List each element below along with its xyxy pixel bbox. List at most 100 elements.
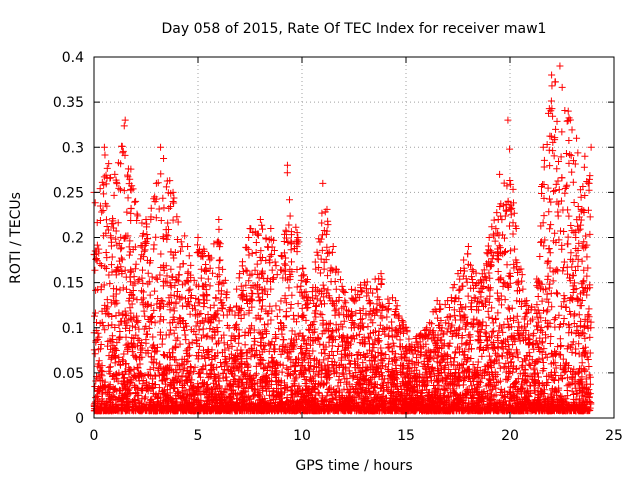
data-point [455, 286, 463, 294]
data-point [332, 305, 340, 313]
data-point [267, 285, 275, 293]
data-point [582, 375, 590, 383]
data-point [165, 204, 173, 212]
data-point [134, 385, 142, 393]
data-point [580, 287, 588, 295]
data-point [536, 253, 544, 261]
data-point [297, 345, 305, 353]
data-point [334, 343, 342, 351]
data-point [584, 179, 592, 187]
data-point [464, 292, 472, 300]
data-point [560, 298, 568, 306]
data-point [226, 354, 234, 362]
data-point [526, 361, 534, 369]
data-point [464, 250, 472, 258]
data-point [100, 190, 108, 198]
data-point [469, 361, 477, 369]
data-point [356, 293, 364, 301]
data-point [326, 319, 334, 327]
data-point [546, 249, 554, 257]
data-point [552, 371, 560, 379]
data-point [341, 297, 349, 305]
data-point [156, 271, 164, 279]
data-point [578, 257, 586, 265]
data-point [91, 199, 99, 207]
data-point [162, 183, 170, 191]
data-point [498, 301, 506, 309]
data-point [157, 170, 165, 178]
data-point [327, 384, 335, 392]
data-point [127, 204, 135, 212]
data-point [530, 364, 538, 372]
data-point [568, 126, 576, 134]
data-point [91, 309, 99, 317]
data-point [553, 117, 561, 125]
data-point [324, 272, 332, 280]
data-point [547, 289, 555, 297]
data-point [551, 229, 559, 237]
data-point [558, 241, 566, 249]
data-point [292, 223, 300, 231]
data-point [185, 340, 193, 348]
data-point [297, 282, 305, 290]
data-point [169, 216, 177, 224]
data-point [175, 362, 183, 370]
data-point [114, 219, 122, 227]
data-point [245, 251, 253, 259]
data-point [102, 249, 110, 257]
data-point [102, 265, 110, 273]
data-point [233, 346, 241, 354]
data-point [139, 230, 147, 238]
data-point [502, 248, 510, 256]
data-point [133, 217, 141, 225]
data-point [556, 335, 564, 343]
data-point [505, 305, 513, 313]
data-point [373, 286, 381, 294]
data-point [485, 313, 493, 321]
data-point [215, 264, 223, 272]
data-point [185, 252, 193, 260]
data-point [468, 266, 476, 274]
data-point [251, 372, 259, 380]
data-point [324, 221, 332, 229]
data-point [371, 275, 379, 283]
data-point [300, 355, 308, 363]
data-point [557, 197, 565, 205]
data-point [549, 187, 557, 195]
data-point [551, 134, 559, 142]
data-point [328, 342, 336, 350]
data-point [248, 249, 256, 257]
data-point [385, 343, 393, 351]
data-point [137, 287, 145, 295]
data-point [522, 356, 530, 364]
data-point [490, 327, 498, 335]
data-point [285, 196, 293, 204]
data-point [257, 334, 265, 342]
data-point [537, 222, 545, 230]
data-point [118, 356, 126, 364]
data-point [563, 382, 571, 390]
data-point [131, 198, 139, 206]
data-point [555, 186, 563, 194]
data-point [172, 300, 180, 308]
data-point [564, 240, 572, 248]
data-point [277, 350, 285, 358]
data-point [565, 212, 573, 220]
data-point [105, 311, 113, 319]
data-point [186, 310, 194, 318]
data-point [206, 282, 214, 290]
data-point [552, 125, 560, 133]
data-point [558, 128, 566, 136]
data-point [472, 294, 480, 302]
data-point [287, 228, 295, 236]
data-point [344, 389, 352, 397]
data-point [581, 192, 589, 200]
data-point [497, 385, 505, 393]
data-point [173, 213, 181, 221]
data-point [216, 256, 224, 264]
data-point [554, 212, 562, 220]
data-point [283, 169, 291, 177]
data-point [474, 358, 482, 366]
data-point [252, 370, 260, 378]
data-point [580, 238, 588, 246]
